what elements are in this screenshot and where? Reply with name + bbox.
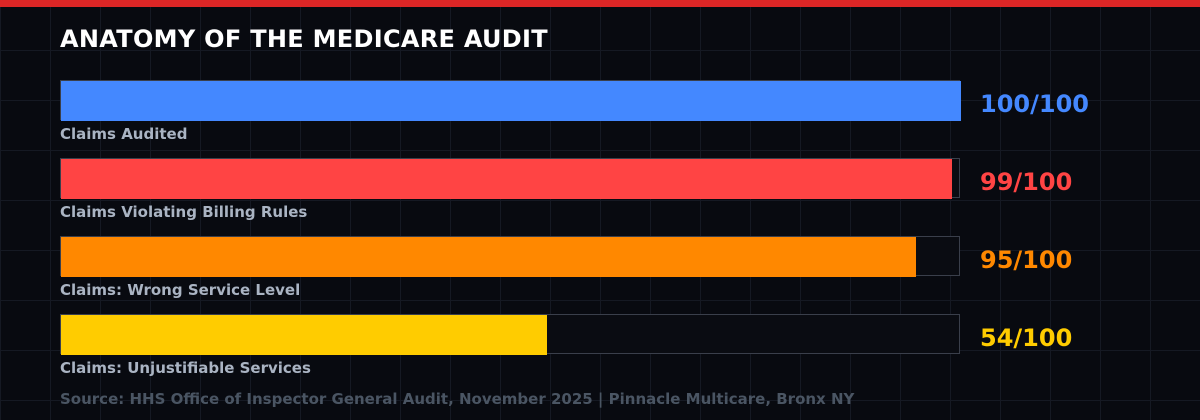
accent-bar	[0, 0, 1200, 7]
bar-track	[60, 314, 960, 355]
chart-title: ANATOMY OF THE MEDICARE AUDIT	[60, 25, 548, 53]
bar-row: 54/100 Claims: Unjustifiable Services	[60, 314, 1200, 392]
bar-track	[60, 236, 960, 277]
bar-row: 95/100 Claims: Wrong Service Level	[60, 236, 1200, 314]
category-label: Claims Audited	[60, 125, 188, 143]
bar-track	[60, 80, 961, 121]
bar	[61, 81, 961, 121]
category-label: Claims: Wrong Service Level	[60, 281, 301, 299]
bar-track	[60, 158, 960, 199]
bar	[61, 159, 952, 199]
bar-row: 99/100 Claims Violating Billing Rules	[60, 158, 1200, 236]
category-label: Claims Violating Billing Rules	[60, 203, 308, 221]
category-label: Claims: Unjustifiable Services	[60, 359, 311, 377]
value-label: 99/100	[980, 168, 1073, 196]
bar	[61, 315, 547, 355]
value-label: 95/100	[980, 246, 1073, 274]
value-label: 54/100	[980, 324, 1073, 352]
value-label: 100/100	[980, 90, 1089, 118]
bar-row: 100/100 Claims Audited	[60, 80, 1200, 158]
source-note: Source: HHS Office of Inspector General …	[60, 390, 855, 408]
bar	[61, 237, 916, 277]
